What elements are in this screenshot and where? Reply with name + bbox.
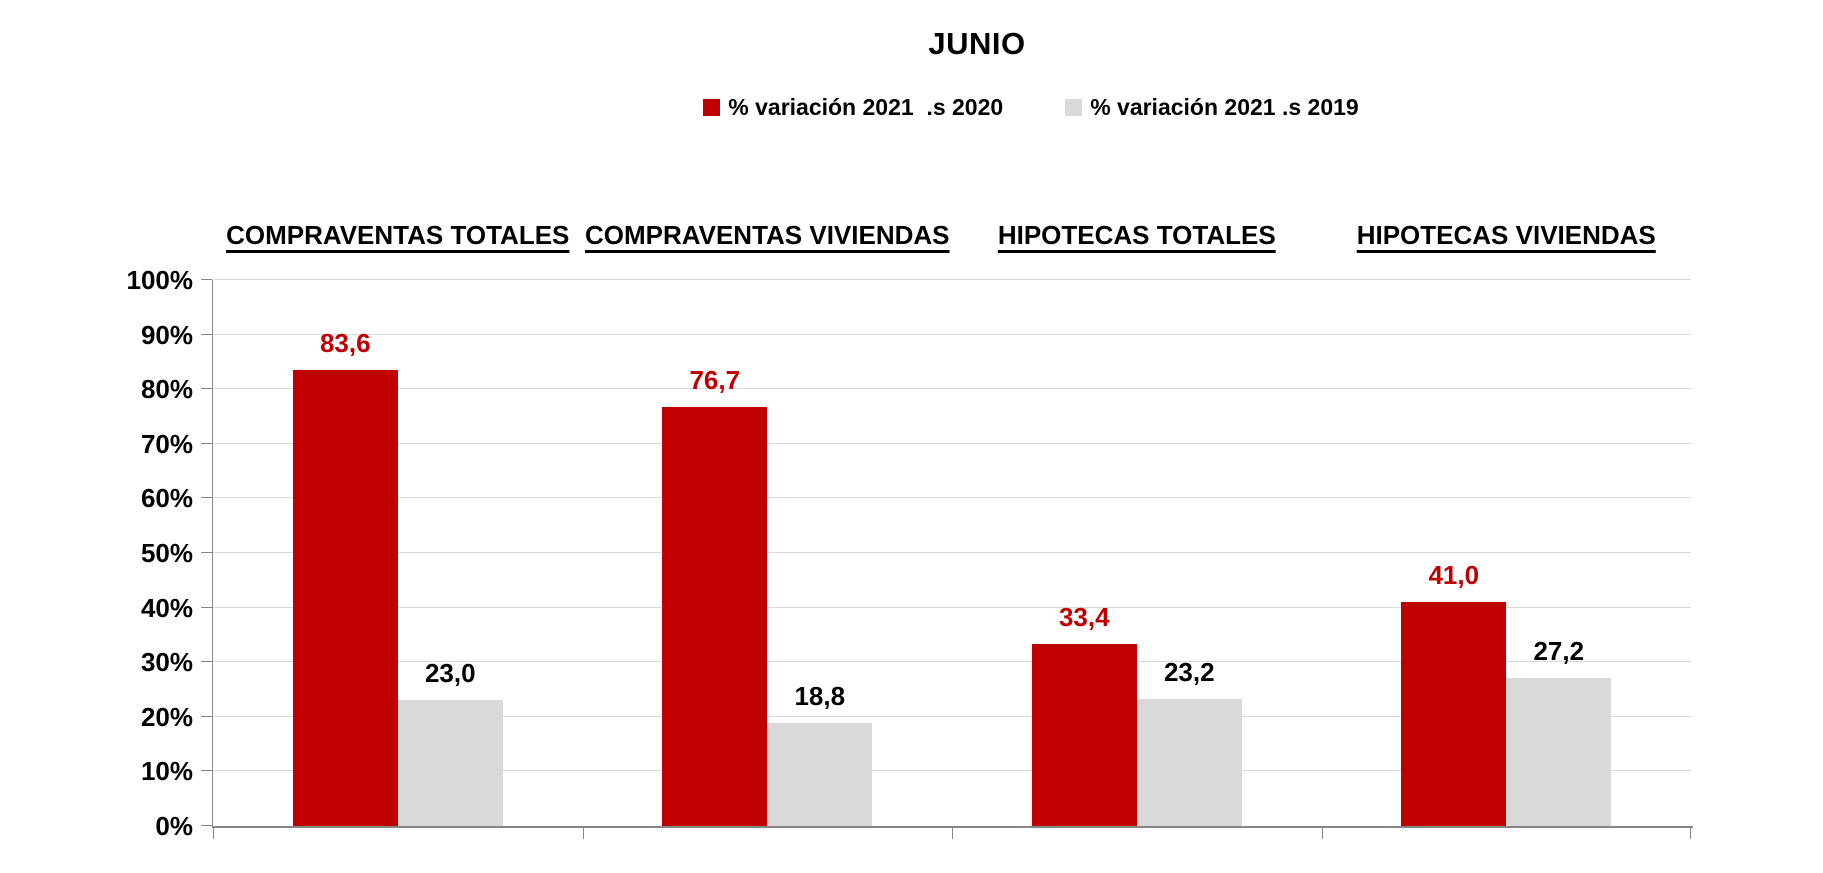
y-tick-label: 80%	[140, 374, 193, 405]
gridline	[213, 279, 1691, 280]
legend-label-2021-vs-2019: % variación 2021 .s 2019	[1090, 93, 1359, 120]
y-tick-label: 100%	[126, 265, 194, 295]
legend: % variación 2021 .s 2020 % variación 202…	[292, 90, 1770, 124]
gridline	[213, 497, 1691, 499]
legend-item-2021-vs-2019: % variación 2021 .s 2019	[1065, 94, 1359, 121]
category-header: HIPOTECAS TOTALES	[997, 220, 1276, 250]
bar	[662, 407, 768, 826]
x-axis-tick	[952, 828, 953, 839]
gridline	[213, 388, 1691, 390]
category-header: COMPRAVENTAS VIVIENDAS	[584, 220, 950, 250]
gridline	[213, 333, 1691, 335]
bar-label: 23,2	[1163, 657, 1215, 688]
category-headers: COMPRAVENTAS TOTALES COMPRAVENTAS VIVIEND…	[213, 220, 1691, 262]
bar-label: 83,6	[319, 327, 371, 358]
y-axis-tick	[201, 715, 212, 717]
bar	[292, 369, 398, 826]
bar	[1031, 643, 1137, 826]
y-axis-tick	[201, 279, 212, 280]
plot-area: 0% 10% 20% 30% 40% 50% 60% 70% 80% 90% 100% 83,6 23,…	[127, 265, 1693, 841]
bar-label: 18,8	[794, 681, 846, 712]
x-axis-tick	[1321, 828, 1323, 839]
y-axis-tick	[201, 661, 212, 663]
y-axis-tick	[201, 388, 212, 390]
bar	[767, 723, 873, 826]
gridline	[213, 715, 1691, 717]
x-axis-tick	[582, 828, 584, 839]
bar-label: 27,2	[1533, 635, 1585, 666]
x-axis-tick	[1690, 828, 1691, 839]
legend-label-2021-vs-2020: % variación 2021 .s 2020	[728, 93, 1004, 120]
gridline	[213, 552, 1691, 553]
y-tick-label: 10%	[140, 756, 193, 787]
y-tick-label: 20%	[140, 701, 193, 732]
y-tick-label: 0%	[155, 811, 193, 841]
y-tick-label: 30%	[140, 647, 193, 678]
bar-label: 76,7	[689, 365, 741, 396]
y-axis-tick	[201, 825, 212, 826]
y-tick-label: 40%	[140, 592, 193, 623]
legend-swatch-gray-icon	[1065, 98, 1083, 116]
y-tick-label: 70%	[140, 428, 193, 459]
bar-label: 23,0	[424, 658, 476, 689]
gridline	[213, 661, 1691, 663]
x-axis-line	[212, 826, 1693, 828]
y-axis-tick	[201, 770, 212, 772]
y-axis-tick	[201, 552, 212, 553]
bar	[1136, 699, 1242, 826]
y-tick-label: 60%	[140, 483, 193, 514]
y-axis-tick	[201, 606, 212, 608]
bar	[1506, 677, 1612, 826]
gridline	[213, 442, 1691, 444]
y-tick-label: 50%	[140, 538, 193, 568]
x-axis-tick	[213, 828, 214, 839]
y-axis-line	[212, 280, 213, 826]
y-axis-tick	[201, 442, 212, 444]
bar-label: 33,4	[1058, 601, 1110, 632]
bar-label: 41,0	[1428, 560, 1480, 591]
y-axis-tick	[201, 333, 212, 335]
bar	[397, 700, 503, 826]
bar	[1401, 602, 1507, 826]
y-tick-label: 90%	[140, 319, 193, 350]
legend-item-2021-vs-2020: % variación 2021 .s 2020	[703, 94, 1003, 121]
gridline	[213, 606, 1691, 608]
category-header: HIPOTECAS VIVIENDAS	[1356, 220, 1656, 250]
legend-swatch-red-icon	[703, 98, 721, 116]
category-header: COMPRAVENTAS TOTALES	[226, 220, 570, 250]
gridline	[213, 770, 1691, 772]
chart-title: JUNIO	[928, 26, 1026, 61]
y-axis-tick	[201, 497, 212, 499]
